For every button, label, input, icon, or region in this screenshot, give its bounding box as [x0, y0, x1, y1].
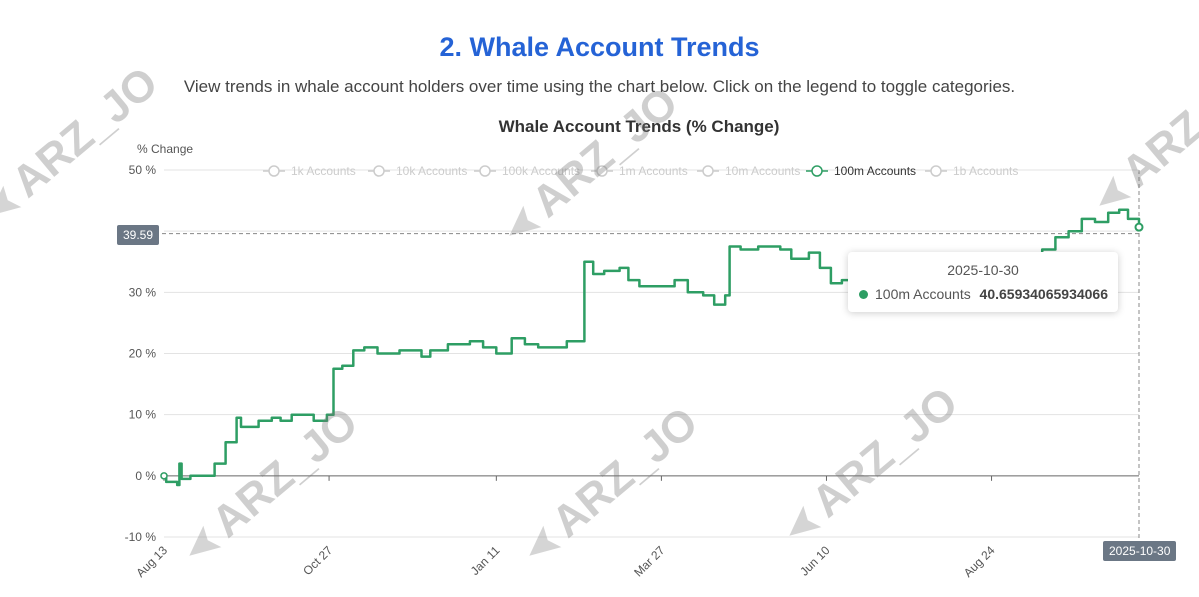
x-tick-label: Mar 27 — [631, 543, 668, 580]
legend-item-10k-accounts[interactable]: 10k Accounts — [368, 164, 467, 178]
legend-marker — [268, 165, 280, 177]
legend-item-1m-accounts[interactable]: 1m Accounts — [591, 164, 688, 178]
watermark: ARZ_JO — [789, 378, 967, 536]
chart-tooltip: 2025-10-30 100m Accounts 40.659340659340… — [848, 252, 1118, 312]
legend-label: 10m Accounts — [725, 164, 800, 178]
y-tick-label: 30 % — [129, 285, 157, 299]
watermark-arrow-icon — [1099, 175, 1132, 206]
watermark-text: ARZ_JO — [543, 398, 707, 547]
watermark: ARZ_JO — [529, 398, 707, 556]
page-description: View trends in whale account holders ove… — [183, 77, 1016, 96]
watermark: ARZ_JO — [189, 398, 367, 556]
legend-marker — [479, 165, 491, 177]
watermark-arrow-icon — [189, 525, 222, 556]
legend-marker — [702, 165, 714, 177]
crosshair-x-label: 2025-10-30 — [1103, 541, 1177, 561]
tooltip-series-dot — [859, 289, 868, 299]
tooltip-series-name: 100m Accounts — [875, 286, 971, 302]
legend-label: 100k Accounts — [502, 164, 580, 178]
y-axis-label: % Change — [137, 142, 193, 156]
legend-label: 1m Accounts — [619, 164, 688, 178]
watermark-arrow-icon — [509, 205, 542, 236]
legend-item-1k-accounts[interactable]: 1k Accounts — [263, 164, 356, 178]
y-tick-label: 0 % — [135, 469, 156, 483]
x-tick-label: Jan 11 — [468, 543, 503, 578]
x-tick-label: Aug 13 — [133, 543, 170, 580]
tooltip-row: 100m Accounts 40.65934065934066 — [859, 286, 1108, 302]
x-tick-label: Oct 27 — [300, 543, 335, 578]
legend-marker — [811, 165, 823, 177]
legend-item-10m-accounts[interactable]: 10m Accounts — [697, 164, 800, 178]
watermark-text: ARZ_JO — [1113, 48, 1199, 197]
legend-marker — [373, 165, 385, 177]
y-tick-label: 20 % — [129, 347, 157, 361]
crosshair-y-label: 39.59 — [117, 225, 160, 245]
legend-label: 100m Accounts — [834, 164, 916, 178]
tooltip-value: 40.65934065934066 — [979, 286, 1108, 302]
series-start-point — [160, 472, 168, 480]
watermark-arrow-icon — [529, 525, 562, 556]
tooltip-date: 2025-10-30 — [947, 262, 1019, 278]
chart-title: Whale Account Trends (% Change) — [499, 117, 780, 136]
watermark-text: ARZ_JO — [523, 78, 687, 227]
watermark-text: ARZ_JO — [3, 58, 167, 207]
legend-item-100m-accounts[interactable]: 100m Accounts — [806, 164, 916, 178]
legend-label: 1b Accounts — [953, 164, 1018, 178]
legend-item-100k-accounts[interactable]: 100k Accounts — [474, 164, 580, 178]
watermark-arrow-icon — [789, 505, 822, 536]
watermark: ARZ_JO — [1099, 48, 1199, 206]
y-tick-label: 10 % — [129, 408, 157, 422]
legend-marker — [596, 165, 608, 177]
y-tick-label: -10 % — [125, 530, 157, 544]
legend-label: 10k Accounts — [396, 164, 467, 178]
watermark-arrow-icon — [0, 185, 22, 216]
x-tick-label: Jun 10 — [797, 543, 833, 579]
page-title: 2. Whale Account Trends — [439, 32, 760, 62]
x-tick-label: Aug 24 — [961, 543, 998, 580]
legend-marker — [930, 165, 942, 177]
series-hover-point[interactable] — [1134, 222, 1144, 232]
legend-label: 1k Accounts — [291, 164, 356, 178]
legend-item-1b-accounts[interactable]: 1b Accounts — [925, 164, 1018, 178]
y-tick-label: 50 % — [129, 163, 157, 177]
watermark-text: ARZ_JO — [803, 378, 967, 527]
